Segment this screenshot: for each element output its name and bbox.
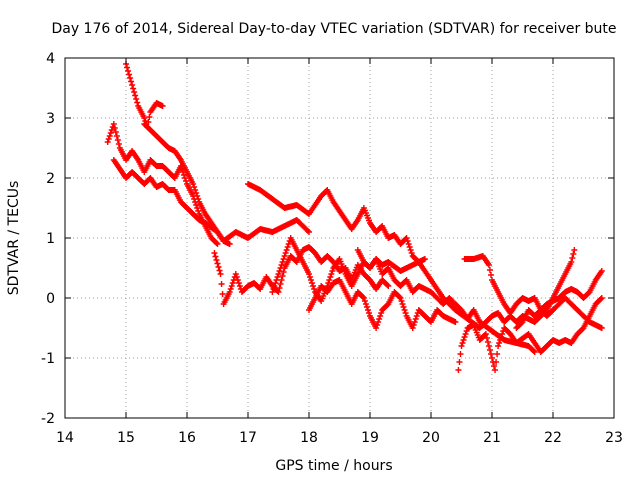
y-tick-label: -1	[41, 351, 55, 367]
x-axis-title: GPS time / hours	[275, 458, 392, 474]
data-marks	[104, 61, 605, 373]
series-track-5	[245, 181, 483, 331]
series-track-8	[306, 277, 459, 331]
x-tick-label: 21	[483, 430, 501, 446]
x-tick-label: 16	[178, 430, 196, 446]
series-track-4	[141, 121, 233, 247]
y-tick-label: 3	[46, 111, 55, 127]
y-axis-title: SDTVAR / TECUs	[6, 181, 22, 296]
x-tick-label: 22	[544, 430, 562, 446]
chart-title: Day 176 of 2014, Sidereal Day-to-day VTE…	[51, 21, 616, 37]
y-tick-label: 4	[46, 51, 55, 67]
y-tick-label: 2	[46, 171, 55, 187]
x-tick-label: 18	[300, 430, 318, 446]
series-track-3	[123, 61, 166, 130]
series-track-12	[476, 247, 578, 331]
x-tick-label: 20	[422, 430, 440, 446]
x-tick-label: 17	[239, 430, 257, 446]
plot-frame	[64, 57, 615, 419]
axis-ticks	[64, 57, 615, 419]
grid	[65, 58, 614, 418]
series-track-11	[455, 295, 605, 373]
series-track-13	[513, 268, 605, 331]
series-track-7	[269, 235, 428, 304]
y-tick-label: 1	[46, 231, 55, 247]
x-tick-label: 14	[56, 430, 74, 446]
x-tick-label: 23	[605, 430, 623, 446]
y-tick-label: 0	[46, 291, 55, 307]
y-tick-label: -2	[41, 411, 55, 427]
series-track-10	[461, 253, 605, 331]
x-tick-label: 15	[117, 430, 135, 446]
x-tick-label: 19	[361, 430, 379, 446]
